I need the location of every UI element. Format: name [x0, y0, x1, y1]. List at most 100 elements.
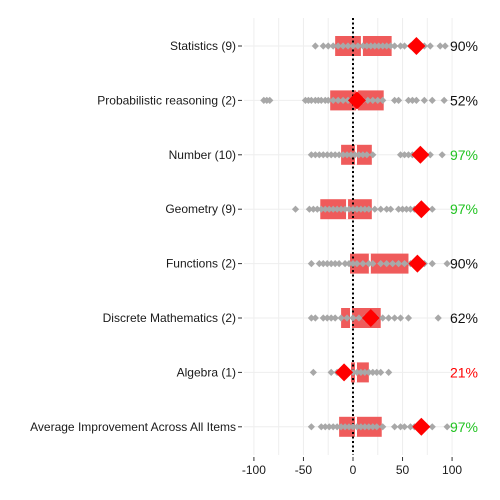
data-point: [373, 368, 381, 376]
data-point: [341, 260, 349, 268]
data-point: [369, 96, 377, 104]
data-point: [408, 96, 417, 104]
data-point: [387, 205, 395, 213]
data-point: [349, 314, 357, 322]
data-point: [324, 96, 332, 104]
data-point: [329, 423, 337, 431]
data-point: [406, 205, 415, 213]
data-point: [363, 151, 371, 159]
data-point: [379, 423, 387, 431]
data-point: [305, 205, 313, 213]
data-point: [313, 205, 321, 213]
category-label: Number (10): [169, 148, 236, 162]
percent-label: 21%: [450, 364, 478, 380]
data-point: [327, 151, 335, 159]
data-point: [365, 368, 373, 376]
data-point: [428, 96, 436, 104]
data-point: [341, 205, 349, 213]
data-point: [319, 260, 327, 268]
data-point: [396, 151, 405, 159]
data-point: [335, 260, 343, 268]
data-point: [317, 205, 325, 213]
data-point: [369, 368, 377, 376]
data-point: [331, 260, 339, 268]
data-point: [317, 96, 325, 104]
mean-markers: [335, 37, 431, 436]
mean-marker: [347, 91, 366, 110]
data-point: [379, 96, 387, 104]
data-point: [428, 423, 436, 431]
data-point: [335, 151, 343, 159]
data-point: [426, 42, 434, 50]
data-point: [317, 423, 325, 431]
x-tick-label: -50: [295, 463, 313, 477]
data-point: [307, 314, 315, 322]
data-point: [307, 151, 315, 159]
data-point: [319, 151, 327, 159]
data-point: [349, 42, 357, 50]
data-point: [339, 42, 347, 50]
data-point: [315, 260, 323, 268]
data-point: [345, 260, 353, 268]
percent-label: 62%: [450, 310, 478, 326]
mean-marker: [411, 145, 430, 164]
data-point: [321, 423, 329, 431]
data-point: [361, 205, 369, 213]
data-point: [355, 314, 363, 322]
data-point: [406, 423, 415, 431]
data-point: [351, 151, 359, 159]
data-point: [323, 260, 331, 268]
gridlines: [244, 18, 460, 455]
x-axis: -100 -50 0 50 100: [242, 457, 462, 477]
data-point: [371, 205, 379, 213]
mean-marker: [412, 417, 431, 436]
x-tick-label: 0: [350, 463, 357, 477]
data-point: [329, 96, 337, 104]
data-point: [391, 42, 399, 50]
data-point: [364, 96, 372, 104]
data-point: [311, 42, 319, 50]
category-label: Probabilistic reasoning (2): [97, 93, 236, 107]
data-point: [334, 96, 342, 104]
data-point: [436, 42, 444, 50]
data-point: [412, 96, 421, 104]
data-point: [359, 42, 367, 50]
data-point: [309, 205, 317, 213]
data-point: [324, 42, 332, 50]
data-point: [385, 314, 393, 322]
data-point: [329, 205, 337, 213]
data-point: [345, 423, 353, 431]
data-point: [266, 96, 274, 104]
data-point: [363, 42, 371, 50]
data-point: [359, 151, 367, 159]
data-point: [420, 96, 428, 104]
category-label: Algebra (1): [177, 365, 236, 379]
data-point: [387, 42, 395, 50]
data-point: [349, 205, 357, 213]
mean-marker: [412, 200, 431, 219]
percent-label: 52%: [450, 92, 478, 108]
data-point: [396, 423, 405, 431]
data-point: [327, 260, 335, 268]
mean-marker: [361, 309, 380, 327]
data-point: [343, 151, 351, 159]
mean-marker: [335, 363, 354, 382]
data-point: [375, 42, 383, 50]
data-point: [434, 314, 442, 322]
data-point: [391, 423, 399, 431]
data-point: [377, 205, 385, 213]
data-point: [391, 96, 399, 104]
data-point: [391, 314, 399, 322]
data-point: [389, 260, 397, 268]
data-point: [357, 205, 365, 213]
data-point: [323, 151, 331, 159]
category-label: Functions (2): [166, 257, 236, 271]
data-point: [321, 205, 329, 213]
data-point: [333, 205, 341, 213]
data-point: [404, 151, 413, 159]
data-point: [383, 260, 391, 268]
data-point: [319, 42, 327, 50]
data-point: [331, 151, 339, 159]
data-point: [377, 260, 385, 268]
percent-label: 97%: [450, 147, 478, 163]
